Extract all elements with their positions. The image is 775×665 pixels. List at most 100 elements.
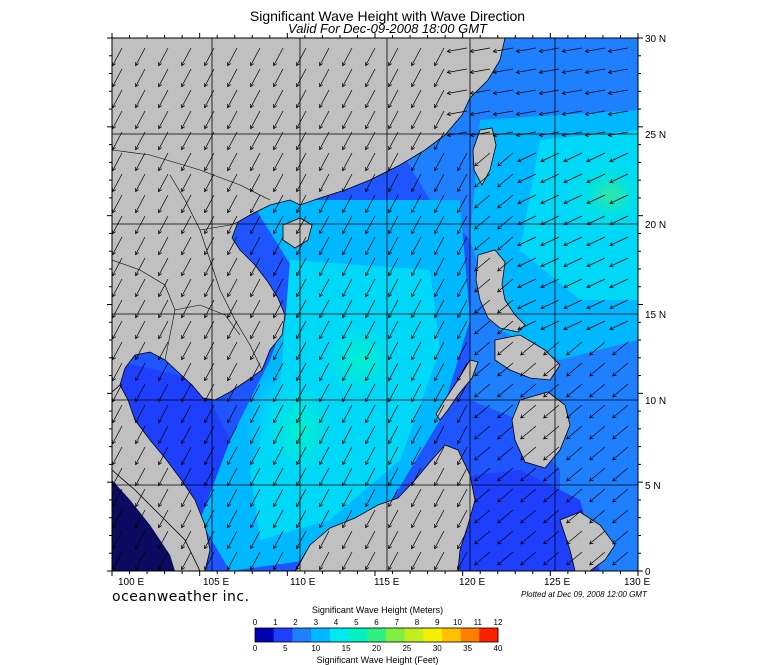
wave-direction-arrow xyxy=(274,215,284,234)
wave-direction-arrow xyxy=(205,68,215,87)
wave-direction-arrow xyxy=(343,215,353,234)
wave-direction-arrow xyxy=(320,551,330,570)
wave-direction-arrow xyxy=(274,257,284,276)
wave-direction-arrow xyxy=(182,173,192,192)
wave-direction-arrow xyxy=(205,152,215,171)
wave-direction-arrow xyxy=(412,194,422,213)
wave-direction-arrow xyxy=(458,488,468,507)
wave-direction-arrow xyxy=(136,509,146,528)
wave-direction-arrow xyxy=(343,320,353,339)
colorbar-swatch xyxy=(367,628,387,642)
wave-direction-arrow xyxy=(366,383,376,402)
wave-direction-arrow xyxy=(470,68,491,73)
wave-direction-arrow xyxy=(159,68,169,87)
wave-direction-arrow xyxy=(320,47,330,66)
wave-direction-arrow xyxy=(320,362,330,381)
wave-direction-arrow xyxy=(435,383,445,402)
wave-direction-arrow xyxy=(562,110,583,115)
wave-direction-arrow xyxy=(435,362,445,381)
wave-direction-arrow xyxy=(343,509,353,528)
wave-direction-arrow xyxy=(366,236,376,255)
wave-direction-arrow xyxy=(498,530,514,544)
wave-direction-arrow xyxy=(458,341,468,360)
wave-direction-arrow xyxy=(251,299,261,318)
wave-direction-arrow xyxy=(539,47,560,52)
wave-direction-arrow xyxy=(435,215,445,234)
wave-direction-arrow xyxy=(205,131,215,150)
wave-direction-arrow xyxy=(320,110,330,129)
wave-direction-arrow xyxy=(564,299,583,309)
wave-direction-arrow xyxy=(435,236,445,255)
wave-direction-arrow xyxy=(475,173,491,187)
wave-direction-arrow xyxy=(412,320,422,339)
wave-direction-arrow xyxy=(297,320,307,339)
wave-direction-arrow xyxy=(435,47,445,66)
wave-direction-arrow xyxy=(518,257,537,267)
colorbar-swatch xyxy=(404,628,424,642)
wave-direction-arrow xyxy=(389,362,399,381)
wave-direction-arrow xyxy=(251,467,261,486)
wave-direction-arrow xyxy=(412,215,422,234)
wave-direction-arrow xyxy=(590,509,606,523)
wave-direction-arrow xyxy=(205,488,215,507)
wave-direction-arrow xyxy=(113,110,123,129)
lon-label: 100 E xyxy=(118,577,144,588)
wave-direction-arrow xyxy=(366,68,376,87)
wave-direction-arrow xyxy=(412,299,422,318)
wave-direction-arrow xyxy=(498,173,514,187)
wave-direction-arrow xyxy=(541,299,560,309)
wave-direction-arrow xyxy=(159,173,169,192)
wave-direction-arrow xyxy=(274,131,284,150)
wave-direction-arrow xyxy=(343,257,353,276)
wave-direction-arrow xyxy=(412,68,422,87)
wave-direction-arrow xyxy=(228,278,238,297)
wave-direction-arrow xyxy=(159,341,169,360)
wave-direction-arrow xyxy=(435,509,445,528)
wave-direction-arrow xyxy=(498,446,514,460)
wave-direction-arrow xyxy=(435,89,445,108)
wave-direction-arrow xyxy=(366,425,376,444)
wave-direction-arrow xyxy=(228,257,238,276)
wave-direction-arrow xyxy=(475,278,491,292)
wave-direction-arrow xyxy=(613,551,629,565)
wave-direction-arrow xyxy=(366,551,376,570)
wave-direction-arrow xyxy=(613,509,629,523)
wave-direction-arrow xyxy=(136,299,146,318)
wave-direction-arrow xyxy=(113,278,123,297)
wave-direction-arrow xyxy=(498,488,514,502)
wave-direction-arrow xyxy=(320,320,330,339)
wave-direction-arrow xyxy=(564,320,583,330)
wave-direction-arrow xyxy=(470,47,491,52)
wave-direction-arrow xyxy=(435,278,445,297)
colorbar-feet-tick: 10 xyxy=(311,644,320,653)
wave-direction-arrow xyxy=(320,530,330,549)
wave-direction-arrow xyxy=(251,215,261,234)
wave-direction-arrow xyxy=(458,509,468,528)
wave-direction-arrow xyxy=(136,383,146,402)
wave-direction-arrow xyxy=(366,320,376,339)
wave-direction-arrow xyxy=(159,47,169,66)
wave-direction-arrow xyxy=(447,68,468,73)
wave-direction-arrow xyxy=(389,68,399,87)
wave-direction-arrow xyxy=(590,383,606,397)
wave-direction-arrow xyxy=(412,236,422,255)
wave-direction-arrow xyxy=(567,383,583,397)
wave-direction-arrow xyxy=(136,131,146,150)
colorbar-meter-tick: 7 xyxy=(395,618,400,627)
wave-direction-arrow xyxy=(458,278,468,297)
colorbar-meter-tick: 12 xyxy=(494,618,503,627)
wave-direction-arrow xyxy=(343,110,353,129)
wave-direction-arrow xyxy=(205,89,215,108)
wave-direction-arrow xyxy=(613,446,629,460)
plotted-timestamp: Plotted at Dec 09, 2008 12:00 GMT xyxy=(521,590,647,599)
wave-direction-arrow xyxy=(521,551,537,565)
wave-direction-arrow xyxy=(458,425,468,444)
wave-direction-arrow xyxy=(412,509,422,528)
wave-direction-arrow xyxy=(366,446,376,465)
wave-direction-arrow xyxy=(435,341,445,360)
wave-direction-arrow xyxy=(470,131,491,136)
wave-direction-arrow xyxy=(251,404,261,423)
wave-direction-arrow xyxy=(435,425,445,444)
wave-direction-arrow xyxy=(366,509,376,528)
wave-direction-arrow xyxy=(205,341,215,360)
